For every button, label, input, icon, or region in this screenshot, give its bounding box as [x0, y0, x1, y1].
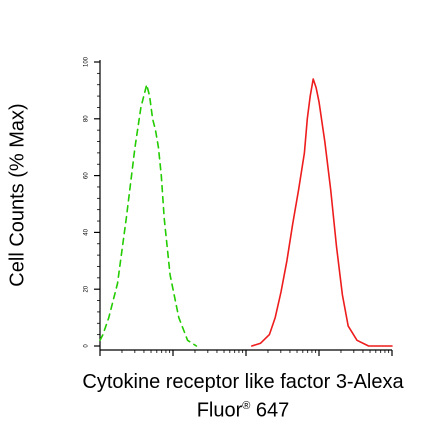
series-line-1 [99, 83, 198, 347]
x-axis-label-number: 647 [250, 399, 290, 422]
y-tick-label: 80 [84, 115, 90, 122]
y-tick-label: 60 [84, 172, 90, 179]
series-line-2 [251, 78, 393, 347]
y-tick-label: 100 [84, 56, 90, 67]
x-axis-label-line2: Fluor® 647 [40, 394, 446, 423]
y-axis-label-container: Cell Counts (% Max) [0, 45, 36, 345]
registered-mark: ® [242, 400, 251, 412]
y-tick-label: 0 [84, 344, 90, 348]
x-axis-label-fluor: Fluor [196, 399, 243, 422]
y-axis-label: Cell Counts (% Max) [6, 103, 29, 287]
y-tick-label: 40 [84, 228, 90, 235]
x-axis-label-line1: Cytokine receptor like factor 3-Alexa [82, 371, 404, 393]
x-axis-label: Cytokine receptor like factor 3-Alexa Fl… [40, 370, 446, 423]
y-tick-label: 20 [84, 285, 90, 292]
